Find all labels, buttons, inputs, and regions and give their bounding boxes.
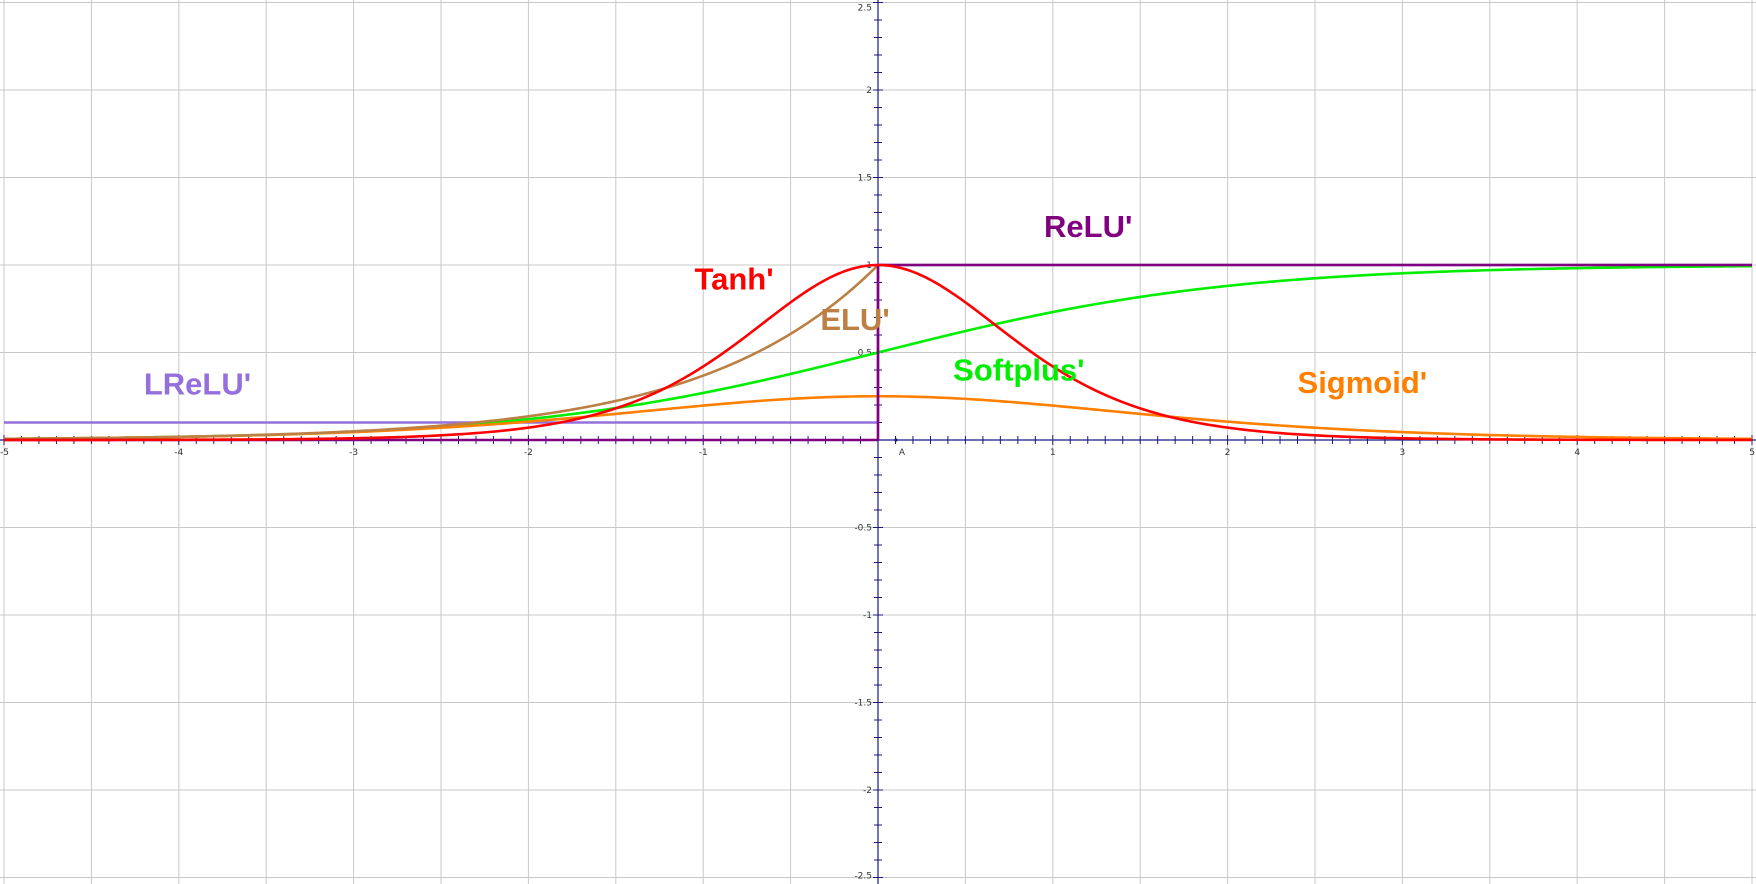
y-tick-label: -2	[863, 786, 872, 796]
y-tick-label: -0.5	[854, 524, 872, 534]
curve-label-tanh: Tanh'	[694, 262, 773, 297]
y-tick-label: -1	[863, 611, 872, 621]
curve-label-elu: ELU'	[820, 302, 889, 337]
y-tick-label: 2.5	[858, 4, 872, 14]
curve-label-softplus: Softplus'	[953, 353, 1084, 388]
x-tick-label: -5	[0, 448, 9, 458]
series-line-elu	[3, 264, 879, 441]
x-tick-label: -2	[524, 448, 533, 458]
x-tick-label: -4	[174, 448, 183, 458]
curve-label-sigmoid: Sigmoid'	[1298, 365, 1428, 400]
curve-labels: ReLU' Tanh' ELU' Softplus' Sigmoid' LReLU'	[144, 209, 1427, 402]
y-tick-label: 0.5	[858, 349, 872, 359]
y-tick-label: 1.5	[858, 174, 872, 184]
series-line-relu	[4, 263, 1752, 442]
x-tick-label: 1	[1050, 448, 1056, 458]
x-tick-label: -3	[349, 448, 358, 458]
y-tick-label: -1.5	[854, 699, 872, 709]
curve-label-lrelu: LReLU'	[144, 367, 251, 402]
x-tick-label: 2	[1225, 448, 1231, 458]
y-tick-label: -2.5	[854, 872, 872, 882]
x-tick-label: 4	[1574, 448, 1580, 458]
x-tick-label: -1	[699, 448, 708, 458]
x-tick-label: 3	[1400, 448, 1406, 458]
curve-label-relu: ReLU'	[1044, 209, 1132, 244]
point-marker	[894, 438, 898, 442]
series-curves	[3, 263, 1753, 442]
series-line-tanh	[4, 263, 1752, 442]
point-label: A	[899, 448, 906, 458]
y-tick-label: 2	[866, 86, 872, 96]
x-tick-label: 5	[1749, 448, 1755, 458]
